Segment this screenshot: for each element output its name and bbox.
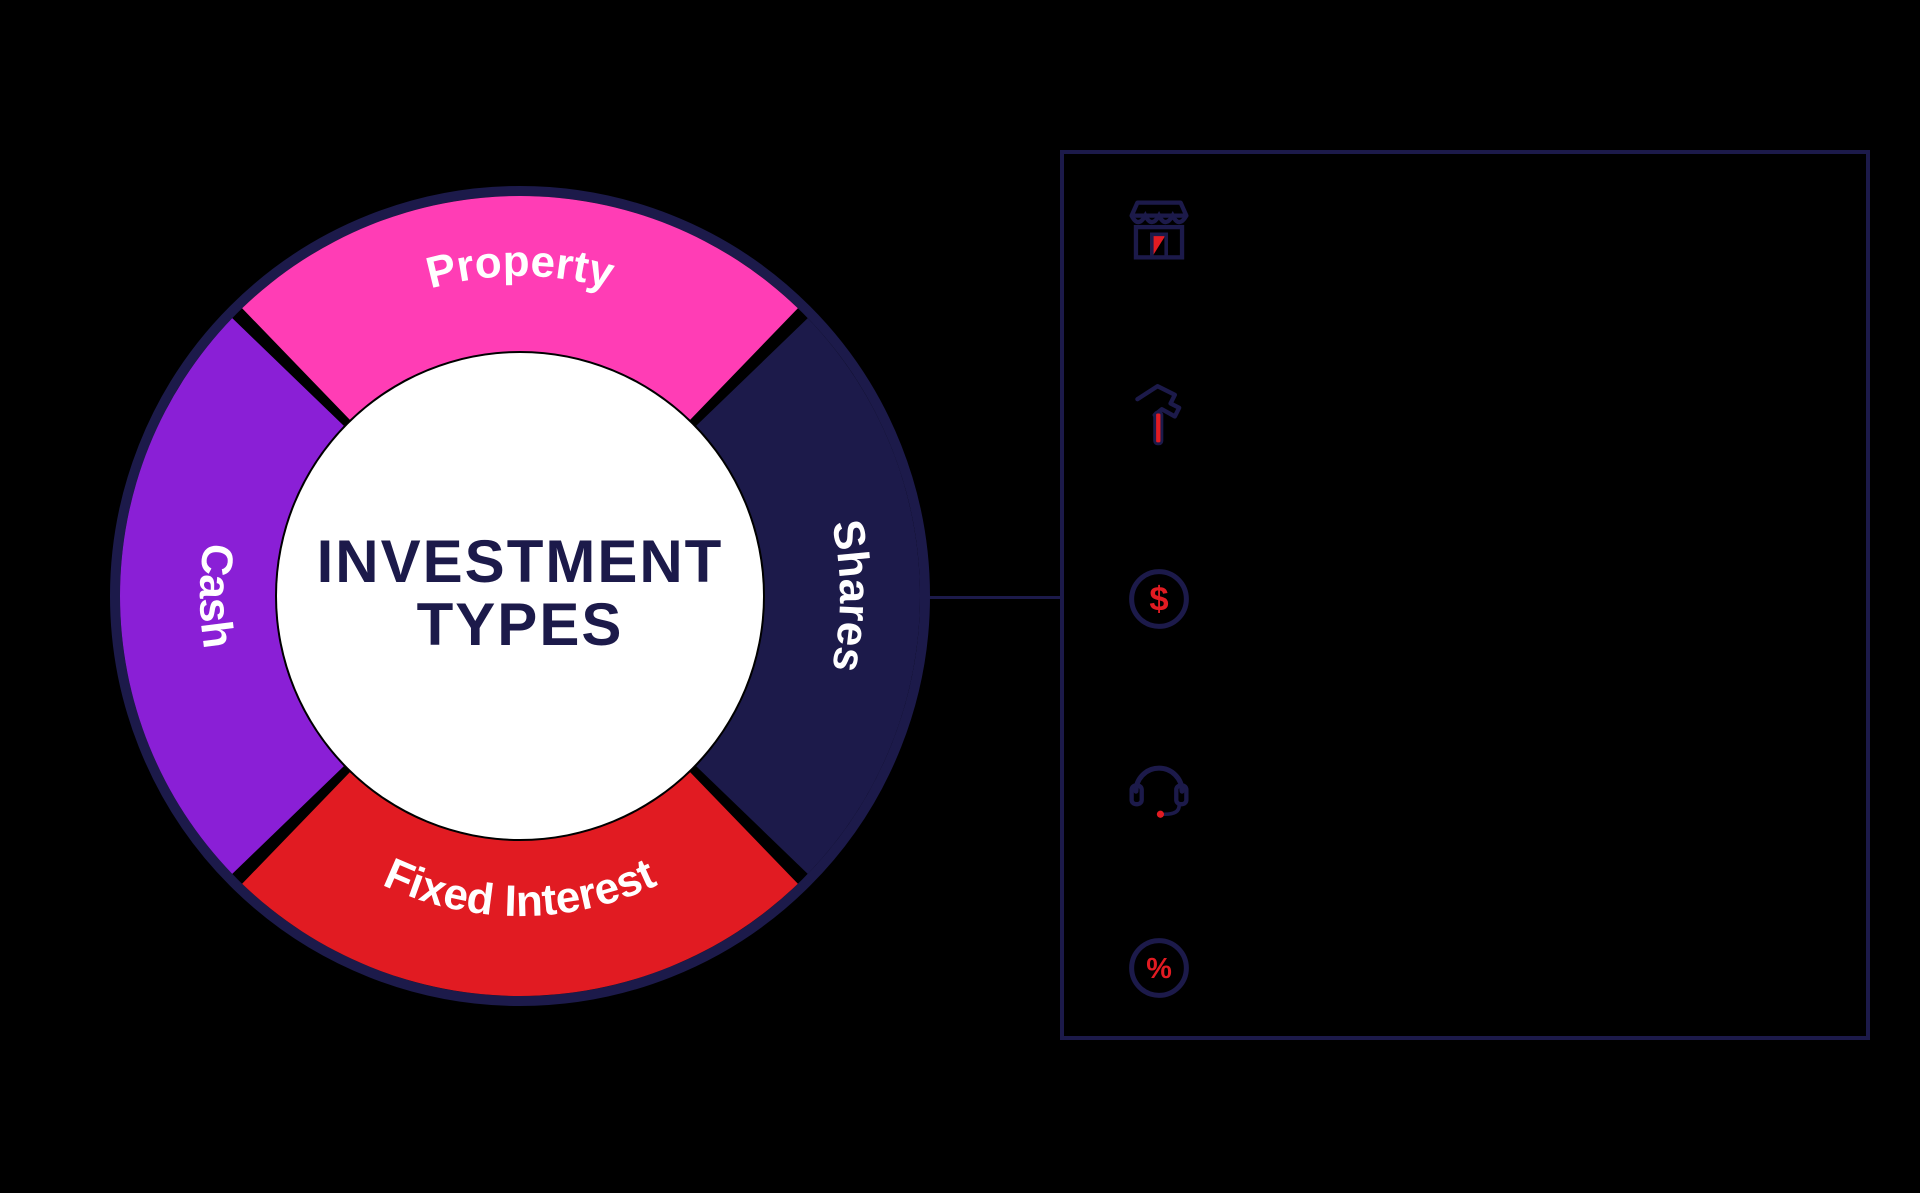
hammer-icon	[1123, 379, 1195, 451]
shares-detail-panel: $%	[1060, 150, 1870, 1040]
shares-connector-line	[920, 596, 1060, 599]
center-title-line2: TYPES	[417, 591, 624, 658]
infographic-stage: PropertySharesFixed InterestCash INVESTM…	[0, 0, 1920, 1193]
dollar-coin-icon: $	[1123, 563, 1195, 635]
svg-text:%: %	[1146, 953, 1172, 985]
svg-text:$: $	[1149, 581, 1168, 619]
panel-icon-column: $%	[1118, 194, 1200, 1004]
headset-icon	[1123, 748, 1195, 820]
segment-label-shares: Shares	[822, 516, 879, 676]
storefront-icon	[1123, 194, 1195, 266]
donut-center-title: INVESTMENT TYPES	[285, 530, 755, 656]
segment-label-cash: Cash	[190, 541, 243, 651]
center-title-line1: INVESTMENT	[317, 528, 724, 595]
investment-types-donut: PropertySharesFixed InterestCash INVESTM…	[108, 184, 932, 1008]
percent-coin-icon: %	[1123, 932, 1195, 1004]
